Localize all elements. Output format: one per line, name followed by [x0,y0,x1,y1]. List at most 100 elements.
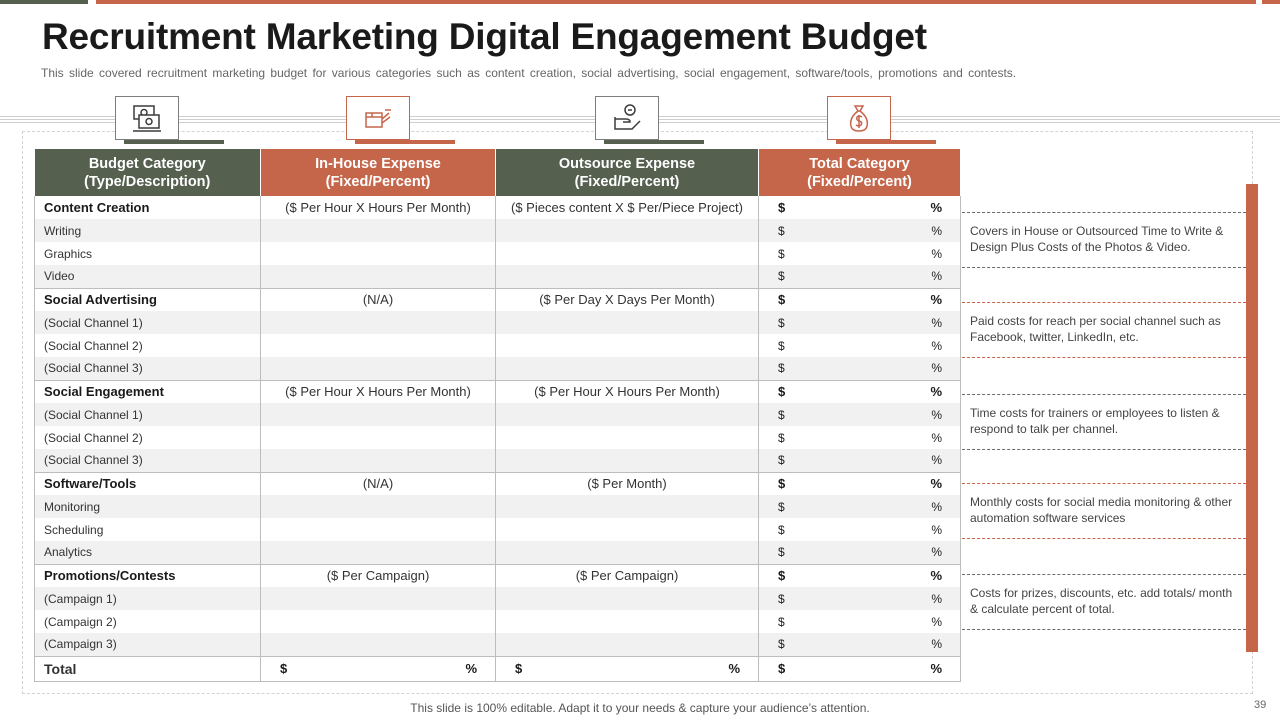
item-name: Monitoring [34,495,261,518]
inhouse-cell: ($ Per Hour X Hours Per Month) [260,379,496,403]
money-bag-icon [827,96,891,140]
money-bills-icon [115,96,179,140]
item-name: Analytics [34,541,261,564]
total-cell: $% [758,379,961,403]
total-row: Total $% $% $% [34,655,961,682]
category-name: Social Engagement [34,379,261,403]
table-row: (Social Channel 3) $% [34,449,961,472]
icon-underline [836,140,936,144]
inhouse-cell: (N/A) [260,287,496,311]
icon-underline [124,140,224,144]
category-name: Promotions/Contests [34,563,261,587]
table-row: (Social Channel 1) $% [34,403,961,426]
note-promotions-contests: Costs for prizes, discounts, etc. add to… [962,574,1246,630]
total-cell: $% [758,403,961,426]
total-cell: $% [758,633,961,656]
hand-coin-icon [595,96,659,140]
item-name: Video [34,265,261,288]
outsource-cell: ($ Pieces content X $ Per/Piece Project) [495,196,759,219]
table-row: (Campaign 1) $% [34,587,961,610]
hand-box-icon [346,96,410,140]
slide-subtitle: This slide covered recruitment marketing… [41,66,1017,80]
item-name: (Campaign 3) [34,633,261,656]
header-budget-category: Budget Category (Type/Description) [34,149,261,196]
budget-table: Budget Category (Type/Description) In-Hou… [34,149,961,682]
category-name: Content Creation [34,196,261,219]
total-inhouse-cell: $% [260,655,496,682]
notes-accent-bar [1246,184,1258,652]
total-category-cell: $% [758,655,961,682]
total-cell: $% [758,219,961,242]
table-row: (Campaign 2) $% [34,610,961,633]
total-cell: $% [758,563,961,587]
total-cell: $% [758,357,961,380]
icon-underline [604,140,704,144]
note-social-advertising: Paid costs for reach per social channel … [962,302,1246,358]
total-cell: $% [758,287,961,311]
table-row: Monitoring $% [34,495,961,518]
table-row: Writing $% [34,219,961,242]
total-cell: $% [758,587,961,610]
footer-text: This slide is 100% editable. Adapt it to… [410,701,870,715]
item-name: (Campaign 2) [34,610,261,633]
table-row: (Social Channel 1) $% [34,311,961,334]
top-accent-bar-dark [0,0,88,4]
outsource-cell: ($ Per Day X Days Per Month) [495,287,759,311]
total-cell: $% [758,426,961,449]
item-name: (Social Channel 3) [34,357,261,380]
total-label: Total [34,655,261,682]
table-row: Promotions/Contests ($ Per Campaign) ($ … [34,563,961,587]
total-cell: $% [758,471,961,495]
item-name: (Social Channel 3) [34,449,261,472]
table-row: Social Engagement ($ Per Hour X Hours Pe… [34,379,961,403]
table-row: Content Creation ($ Per Hour X Hours Per… [34,196,961,219]
table-row: Scheduling $% [34,518,961,541]
slide-title: Recruitment Marketing Digital Engagement… [42,16,927,57]
icon-underline [355,140,455,144]
table-row: (Social Channel 3) $% [34,357,961,380]
total-cell: $% [758,265,961,288]
table-row: (Social Channel 2) $% [34,334,961,357]
total-cell: $% [758,242,961,265]
top-accent-bar-end [1262,0,1280,4]
item-name: Scheduling [34,518,261,541]
inhouse-cell: ($ Per Hour X Hours Per Month) [260,196,496,219]
item-name: (Social Channel 2) [34,426,261,449]
inhouse-cell: ($ Per Campaign) [260,563,496,587]
total-cell: $% [758,541,961,564]
outsource-cell: ($ Per Month) [495,471,759,495]
item-name: Writing [34,219,261,242]
header-inhouse-expense: In-House Expense (Fixed/Percent) [260,149,496,196]
total-cell: $% [758,311,961,334]
category-name: Software/Tools [34,471,261,495]
header-total-category: Total Category (Fixed/Percent) [758,149,961,196]
item-name: (Social Channel 2) [34,334,261,357]
table-row: (Social Channel 2) $% [34,426,961,449]
table-row: Software/Tools (N/A) ($ Per Month) $% [34,471,961,495]
item-name: (Social Channel 1) [34,403,261,426]
page-number: 39 [1254,699,1267,711]
inhouse-cell: (N/A) [260,471,496,495]
note-social-engagement: Time costs for trainers or employees to … [962,394,1246,450]
total-cell: $% [758,334,961,357]
outsource-cell: ($ Per Campaign) [495,563,759,587]
item-name: Graphics [34,242,261,265]
total-cell: $% [758,518,961,541]
table-row: Video $% [34,265,961,288]
table-row: (Campaign 3) $% [34,633,961,656]
table-row: Social Advertising (N/A) ($ Per Day X Da… [34,287,961,311]
total-cell: $% [758,449,961,472]
table-row: Analytics $% [34,541,961,564]
note-software-tools: Monthly costs for social media monitorin… [962,483,1246,539]
top-accent-bar-orange [96,0,1256,4]
total-cell: $% [758,610,961,633]
total-outsource-cell: $% [495,655,759,682]
total-cell: $% [758,196,961,219]
item-name: (Social Channel 1) [34,311,261,334]
note-content-creation: Covers in House or Outsourced Time to Wr… [962,212,1246,268]
table-row: Graphics $% [34,242,961,265]
category-name: Social Advertising [34,287,261,311]
item-name: (Campaign 1) [34,587,261,610]
total-cell: $% [758,495,961,518]
header-outsource-expense: Outsource Expense (Fixed/Percent) [495,149,759,196]
